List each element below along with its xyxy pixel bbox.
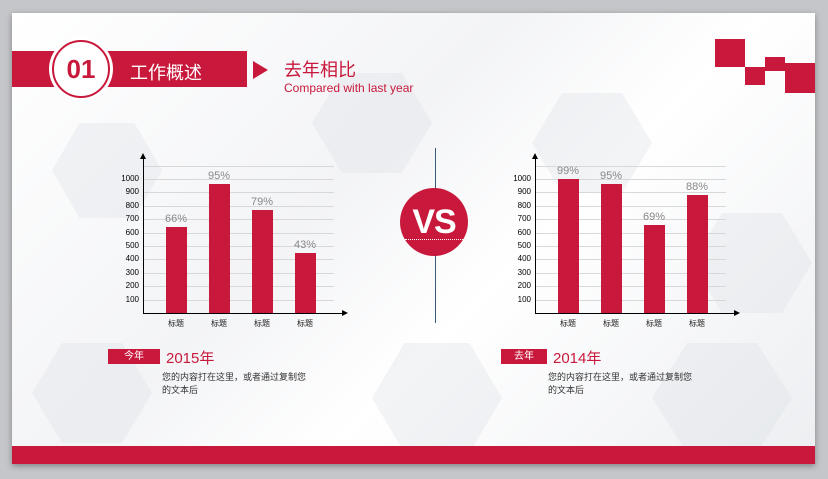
y-axis-arrow-icon [140,153,146,159]
vs-wave-decoration [405,239,463,242]
bar-value-label: 79% [250,195,274,208]
vs-badge: VS [400,188,468,256]
y-axis-arrow-icon [532,153,538,159]
gridline [535,219,726,221]
y-axis [535,156,536,313]
section-number-badge: 01 [52,40,110,98]
y-tick-label: 300 [517,267,531,277]
bar-value-label: 66% [164,213,188,226]
bar-value-label: 95% [207,170,231,183]
bar [295,252,316,313]
current-year-label: 2015年 [166,350,215,367]
bar [601,184,622,313]
x-category-label: 标题 [646,319,662,328]
gridline [143,179,334,180]
y-tick-label: 400 [125,254,139,264]
y-tick-label: 200 [517,281,531,291]
y-tick-label: 600 [125,227,139,237]
y-tick-label: 100 [125,294,139,304]
gridline [143,232,334,234]
gridline [535,205,726,207]
footer-bar [12,446,815,464]
x-category-label: 标题 [603,319,619,328]
gridline [143,246,334,247]
gridline [143,272,334,274]
x-category-label: 标题 [297,319,313,328]
y-tick-label: 300 [125,267,139,277]
y-tick-label: 500 [517,241,531,250]
gridline [143,205,334,207]
x-axis [143,313,342,314]
x-axis [535,313,734,314]
x-category-label: 标题 [211,319,227,328]
decor-square [785,63,815,93]
decor-square [765,57,785,71]
bar [558,179,579,313]
banner-arrow-icon [253,61,268,79]
y-axis [143,156,144,313]
decor-square [745,67,765,85]
y-tick-label: 1000 [513,174,531,183]
page-title: 去年相比 [284,60,356,81]
bar [687,195,708,313]
gridline [143,165,334,167]
bar-value-label: 95% [599,170,623,183]
gridline [143,259,334,261]
gridline [535,299,726,301]
last-year-label: 2014年 [553,350,602,367]
bg-hexagon [652,343,792,453]
y-tick-label: 100 [517,294,531,304]
gridline [143,299,334,301]
section-label: 工作概述 [130,63,202,84]
y-tick-label: 800 [125,200,139,210]
gridline [535,165,726,167]
section-banner [12,51,247,87]
gridline [143,219,334,221]
bg-hexagon [692,213,812,313]
gridline [143,192,334,194]
bar [166,227,187,313]
y-tick-label: 900 [517,187,531,197]
x-axis-arrow-icon [734,310,740,316]
last-year-tag: 去年 [501,349,547,364]
gridline [535,232,726,234]
y-tick-label: 700 [517,214,531,224]
gridline [535,192,726,194]
y-tick-label: 1000 [121,174,139,183]
gridline [535,286,726,288]
gridline [143,286,334,288]
bar-value-label: 69% [642,210,666,223]
bg-hexagon [372,343,502,453]
y-tick-label: 600 [517,227,531,237]
current-year-tag: 今年 [108,349,160,364]
bar [644,224,665,313]
current-year-description: 您的内容打在这里，或者通过复制您的文本后 [162,373,307,396]
y-tick-label: 800 [517,200,531,210]
y-tick-label: 500 [125,241,139,250]
decor-square [715,39,745,67]
y-tick-label: 200 [125,281,139,291]
gridline [535,179,726,180]
x-category-label: 标题 [689,319,705,328]
x-category-label: 标题 [254,319,270,328]
y-tick-label: 400 [517,254,531,264]
bar-value-label: 43% [293,238,317,251]
slide: 01 工作概述 去年相比 Compared with last year 100… [12,13,815,464]
x-category-label: 标题 [168,319,184,328]
gridline [535,272,726,274]
bg-hexagon [52,123,162,218]
x-category-label: 标题 [560,319,576,328]
y-tick-label: 900 [125,187,139,197]
last-year-description: 您的内容打在这里，或者通过复制您的文本后 [548,373,693,396]
x-axis-arrow-icon [342,310,348,316]
gridline [535,259,726,261]
y-tick-label: 700 [125,214,139,224]
bar-value-label: 99% [556,165,580,177]
bar [209,184,230,313]
bar-value-label: 88% [685,181,709,194]
page-subtitle: Compared with last year [284,81,414,95]
gridline [535,246,726,247]
bar [252,209,273,313]
